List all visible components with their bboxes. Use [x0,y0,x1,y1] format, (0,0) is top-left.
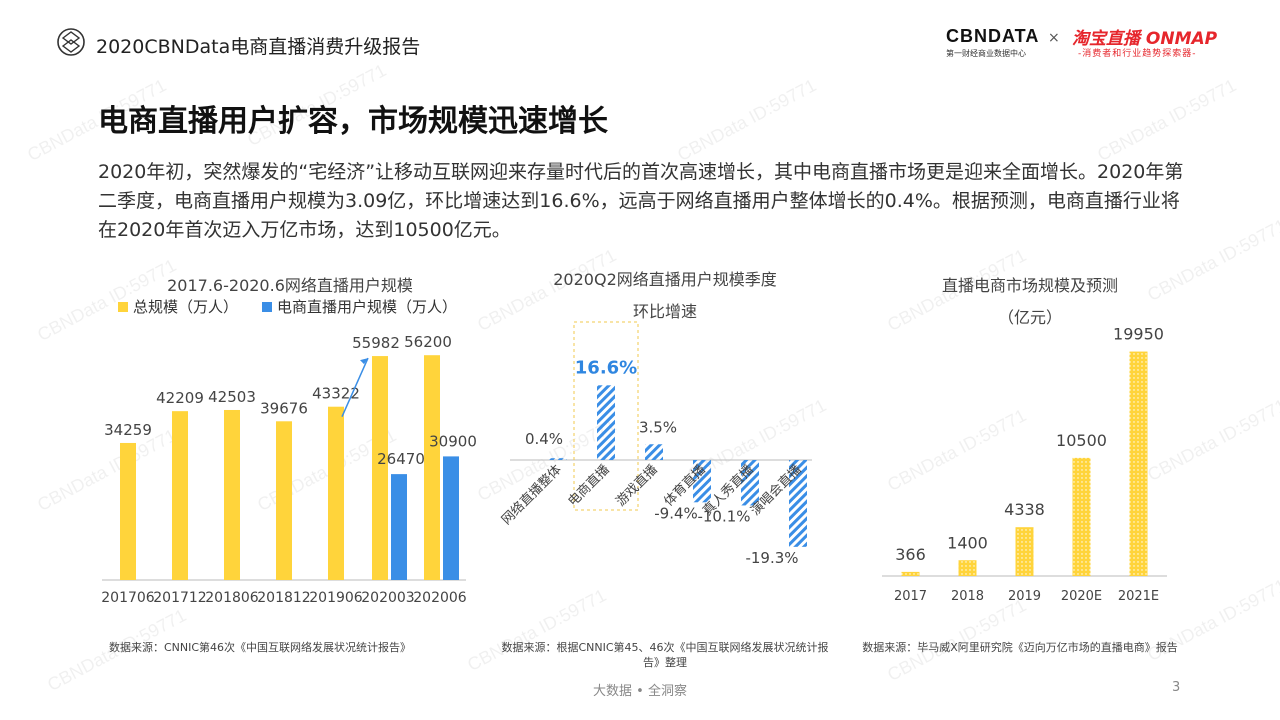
watermark-text: CBNData ID:59771 [674,75,820,166]
chart3-value-label: 4338 [1004,500,1045,519]
chart1-x-tick: 202006 [413,590,467,606]
chart3-x-tick: 2018 [951,589,984,604]
taobao-live-logo: 淘宝直播 ONMAP [1072,29,1218,49]
chart2-highlight-box [573,321,639,511]
chart3-value-label: 1400 [947,533,988,552]
chart2-value-label: -10.1% [697,507,750,525]
chart3-x-tick: 2020E [1061,589,1102,604]
chart2-bar [645,444,663,460]
legend-swatch-yellow [118,301,128,312]
chart1-label-total: 56200 [404,333,452,351]
partnership-times-icon: × [1048,30,1060,46]
chart3-source: 数据来源：毕马威X阿里研究院《迈向万亿市场的直播电商》报告 [862,641,1178,654]
chart1-legend-ecommerce: 电商直播用户规模（万人） [262,296,457,317]
chart1-x-tick: 201806 [205,590,259,606]
chart2-bar [597,385,615,460]
chart1-label-total: 42209 [156,389,204,407]
chart1-legend-total: 总规模（万人） [118,296,238,317]
chart1-title: 2017.6-2020.6网络直播用户规模 [167,276,413,295]
chart2-bar [693,460,711,503]
chart1-x-tick: 202003 [361,590,414,606]
chart3-market-size-bar-chart: 366 2017 1400 2018 4338 2019 10500 2020E 19950 20… [882,325,1167,604]
legend-label-total: 总规模（万人） [133,298,239,316]
chart2-value-label: 0.4% [525,430,563,448]
chart3-bar [1072,457,1091,576]
chart3-bar [901,571,920,576]
chart2-title-line1: 2020Q2网络直播用户规模季度 [553,270,777,289]
chart2-title-line2: 环比增速 [632,302,697,321]
page-number: 3 [1172,680,1181,695]
chart3-value-label: 10500 [1056,431,1107,450]
chart3-value-label: 19950 [1113,325,1164,344]
page-heading: 电商直播用户扩容，市场规模迅速增长 [98,104,608,139]
chart1-bar-total [424,355,440,580]
watermark-text: CBNData ID:59771 [1094,75,1240,166]
report-title: 2020CBNData电商直播消费升级报告 [96,36,421,58]
legend-swatch-blue [262,301,272,312]
chart1-x-tick: 201812 [257,590,310,606]
chart1-label-ecommerce: 30900 [429,432,477,450]
chart1-label-total: 34259 [104,421,152,439]
chart2-x-tick: 电商直播 [565,462,612,509]
chart2-x-tick: 游戏直播 [613,462,660,509]
chart2-value-label: 3.5% [639,418,677,436]
chart1-label-total: 39676 [260,399,308,417]
footer-slogan: 大数据 • 全洞察 [593,684,687,699]
chart1-x-tick: 201906 [309,590,363,606]
chart3-bar [958,560,977,576]
chart3-x-tick: 2021E [1118,589,1159,604]
cbndata-logo: CBNDATA [946,26,1040,46]
chart1-bar-total [120,442,136,580]
chart2-value-label: -9.4% [654,504,698,522]
chart1-label-ecommerce: 26470 [377,450,425,468]
chart1-growth-arrow [341,357,369,418]
chart1-x-tick: 201712 [153,590,206,606]
chart3-value-label: 366 [895,545,926,564]
chart2-value-label: -19.3% [745,549,798,567]
chart3-bar [1015,527,1034,576]
chart1-label-total: 43322 [312,385,360,403]
chart1-bar-ecommerce [443,456,459,580]
chart2-x-tick: 网络直播整体 [498,462,564,528]
intro-paragraph: 2020年初，突然爆发的“宅经济”让移动互联网迎来存量时代后的首次高速增长，其中… [98,161,1184,241]
report-logo-icon [57,28,85,56]
chart1-user-scale-bar-chart: 34259 201706 42209 201712 42503 201806 39676 20… [101,333,477,606]
chart1-bar-total [328,406,344,580]
chart1-bar-total [372,356,388,580]
chart3-bar [1129,351,1148,576]
chart2-bar [741,460,759,506]
chart1-bar-ecommerce [391,474,407,580]
chart2-qoq-growth-bar-chart: 0.4%网络直播整体16.6%电商直播3.5%游戏直播-9.4%体育直播-10.… [498,321,812,567]
chart3-x-tick: 2017 [894,589,927,604]
chart2-value-label: 16.6% [575,357,637,378]
chart3-title-line2: （亿元） [997,308,1062,327]
chart1-bar-total [172,411,188,580]
chart1-x-tick: 201706 [101,590,155,606]
chart1-source: 数据来源：CNNIC第46次《中国互联网络发展状况统计报告》 [108,641,412,654]
chart1-bar-total [224,409,240,580]
taobao-live-logo-subtitle: -消费者和行业趋势探索器- [1078,49,1197,59]
cbndata-logo-subtitle: 第一财经商业数据中心 [946,49,1026,58]
chart2-bar [789,460,807,547]
chart3-x-tick: 2019 [1008,589,1041,604]
chart2-bar [549,458,567,460]
chart1-label-total: 55982 [352,334,400,352]
chart1-label-total: 42503 [208,388,256,406]
chart3-title-line1: 直播电商市场规模及预测 [941,276,1118,295]
chart1-growth-arrowhead [360,358,368,365]
legend-label-ecommerce: 电商直播用户规模（万人） [277,298,458,316]
chart2-source: 数据来源：根据CNNIC第45、46次《中国互联网络发展状况统计报告》整理 [501,641,829,669]
chart1-bar-total [276,421,292,580]
